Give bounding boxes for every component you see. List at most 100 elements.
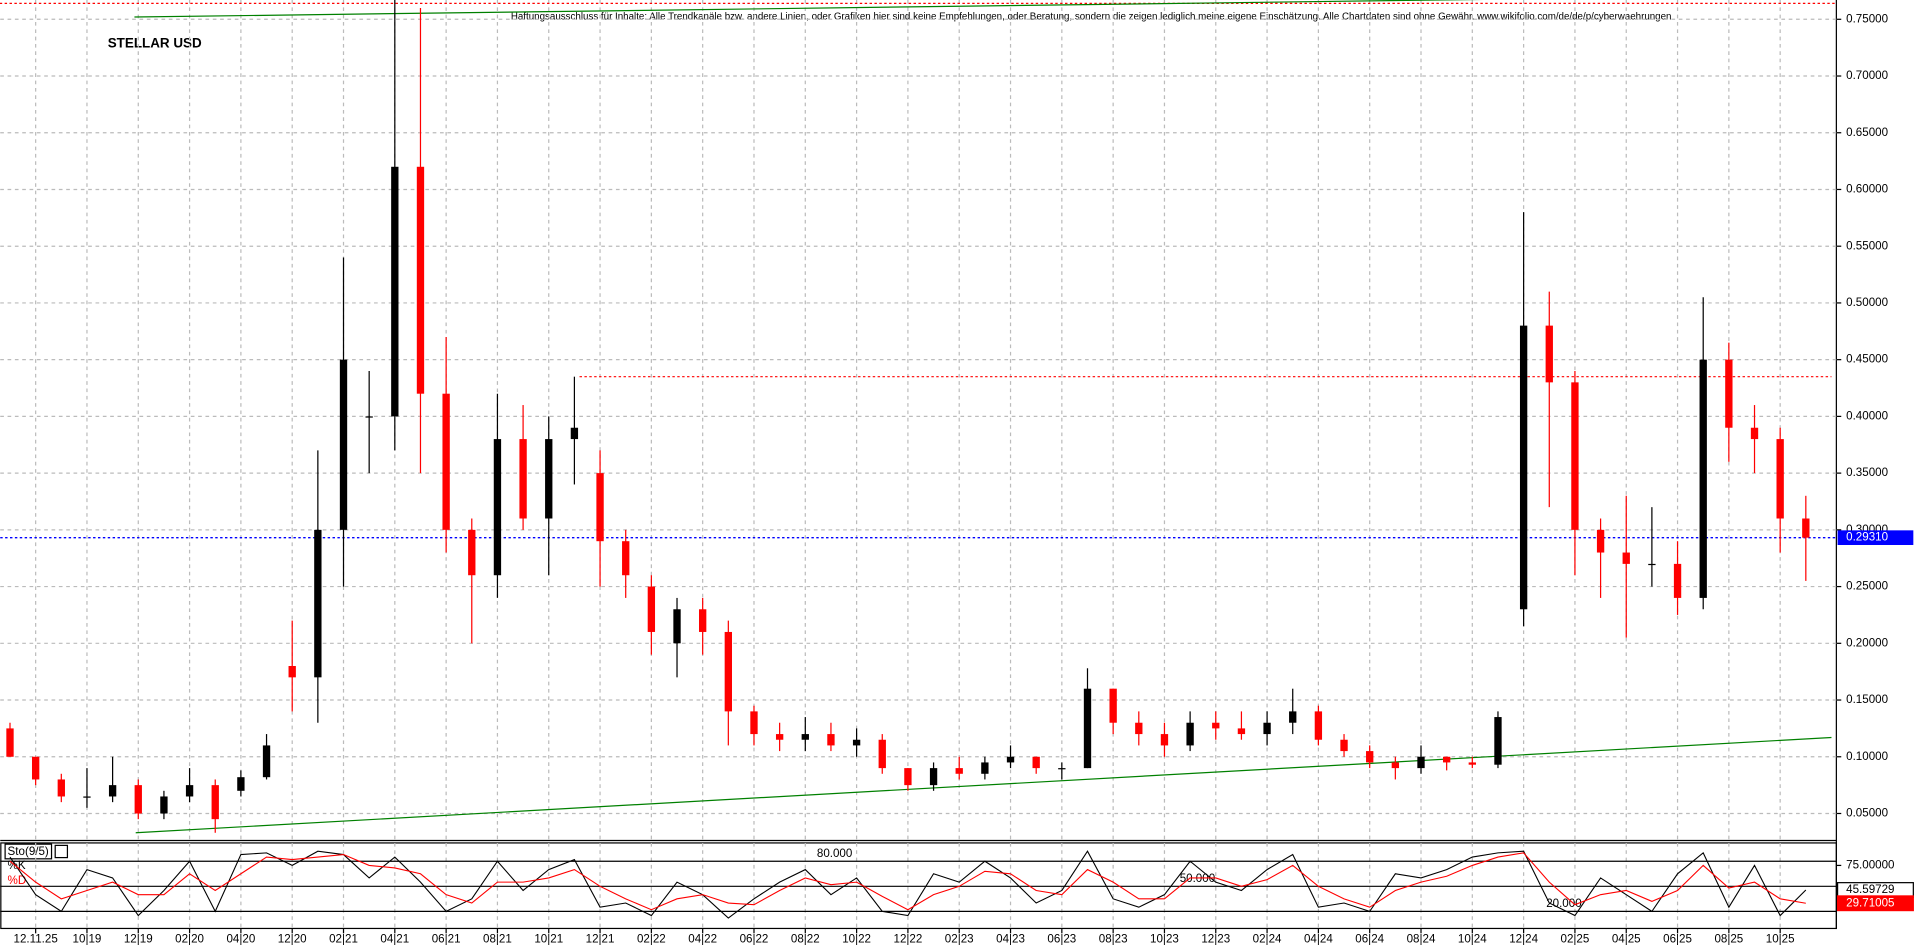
candle-body [904,768,912,786]
indicator-line [9,852,1806,911]
candle-body [1699,359,1707,598]
x-tick-label: 10|23 [1150,933,1179,946]
candle-body [929,768,938,786]
x-tick-label: 06|25 [1663,933,1692,946]
candle-body [750,711,758,735]
candle-body [1802,518,1810,538]
y-tick-label: 75.00000 [1846,858,1894,871]
current-price-box [1837,530,1914,546]
candle-body [596,473,604,542]
candle-body [1237,728,1246,735]
x-tick-label: 10|21 [534,933,563,946]
x-tick-label: 12|23 [1201,933,1230,946]
candle-body [1083,688,1092,769]
candle-body [981,762,989,774]
candle-body [1109,688,1117,723]
candle-body [1571,382,1579,530]
x-tick-label: 06|22 [740,933,769,946]
candle-body [699,609,707,632]
candle-body [545,439,553,519]
x-tick-label: 04|20 [226,933,255,946]
x-tick-label: 12.11.25 [14,933,58,946]
candle-body [108,785,117,797]
candle-body [570,427,579,440]
x-tick-label: 12|20 [278,933,307,946]
x-tick-label: 02|21 [329,933,358,946]
last-value-label: 29.71005 [1846,896,1894,909]
x-tick-label: 10|19 [73,933,102,946]
last-value-label: 45.59729 [1846,883,1894,896]
candle-body [801,734,809,740]
x-tick-label: 06|23 [1047,933,1076,946]
chart-title: STELLAR USD [108,36,202,51]
current-price-label: 0.29310 [1846,531,1888,544]
x-tick-label: 04|25 [1612,933,1641,946]
candle-body [1391,762,1400,769]
x-tick-label: 02|20 [175,933,204,946]
candle-body [1366,751,1374,763]
legend-d: %D [8,874,27,887]
x-tick-label: 04|24 [1304,933,1333,946]
x-tick-label: 10|25 [1766,933,1795,946]
candle-body [1289,711,1297,723]
indicator-button[interactable] [54,844,69,859]
y-tick-label: 0.55000 [1846,239,1888,252]
x-tick-label: 02|25 [1561,933,1590,946]
y-tick-label: 0.70000 [1846,69,1888,82]
candle-body [365,416,373,418]
candle-body [1135,722,1143,735]
candle-body [314,529,322,678]
candle-body [468,529,476,576]
y-tick-label: 0.35000 [1846,466,1888,479]
x-tick-label: 08|23 [1099,933,1128,946]
candle-body [519,439,527,519]
y-tick-label: 0.45000 [1846,353,1888,366]
candle-body [1494,717,1502,765]
level-label: 50.000 [1180,872,1215,885]
y-tick-label: 0.20000 [1846,636,1888,649]
candle-body [1186,722,1194,746]
x-tick-label: 12|21 [586,933,615,946]
candle-body [1160,734,1169,746]
x-tick-label: 04|23 [996,933,1025,946]
x-tick-label: 08|21 [483,933,512,946]
y-tick-label: 0.75000 [1846,12,1888,25]
candle-body [134,785,142,814]
candle-body [288,665,296,678]
candle-body [1725,359,1733,428]
candle-body [1468,762,1476,765]
candle-body [955,768,963,774]
candle-body [1032,756,1040,769]
candle-body [237,777,245,791]
x-tick-label: 04|21 [380,933,409,946]
candle-body [1545,325,1553,383]
level-label: 20.000 [1546,897,1581,910]
x-tick-label: 04|22 [688,933,717,946]
x-tick-label: 10|24 [1458,933,1487,946]
candle-body [1417,756,1425,769]
candle-body [57,779,65,797]
disclaimer: Haftungsausschluss für Inhalte: Alle Tre… [511,12,1672,23]
candle-body [1596,529,1605,553]
candle-body [1212,722,1220,729]
candle-body [878,739,886,769]
y-tick-label: 0.05000 [1846,807,1888,820]
candle-body [827,734,835,746]
trendline [135,736,1832,834]
candle-body [1314,711,1323,740]
candle-body [1263,722,1271,735]
y-tick-label: 0.15000 [1846,693,1888,706]
x-tick-label: 10|22 [842,933,871,946]
candle-body [1058,768,1066,770]
x-tick-label: 02|24 [1253,933,1282,946]
candle-body [339,359,348,530]
candle-body [647,586,656,632]
candle-body [6,728,14,757]
candle-body [1340,739,1348,752]
y-tick-label: 0.25000 [1846,580,1888,593]
x-tick-label: 08|25 [1714,933,1743,946]
candle-body [391,166,399,417]
candle-body [211,785,219,820]
